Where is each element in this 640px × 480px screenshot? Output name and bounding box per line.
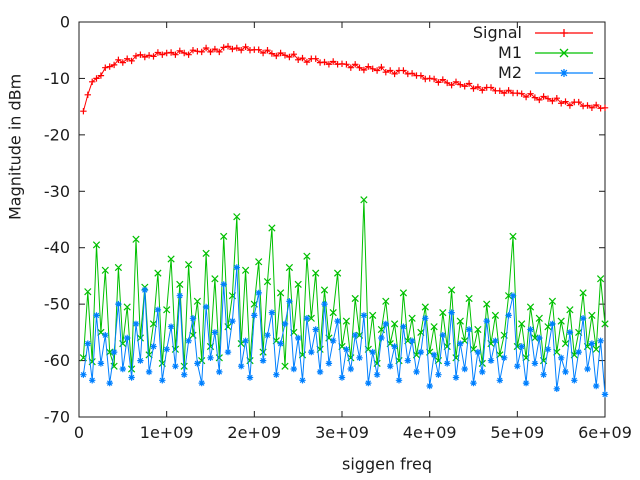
x-tick-label: 0 xyxy=(74,423,84,442)
series-signal xyxy=(80,43,609,115)
series-markers xyxy=(80,264,609,398)
legend-label-m2: M2 xyxy=(498,63,522,82)
x-tick-label: 3e+09 xyxy=(315,423,369,442)
legend-item-signal: Signal xyxy=(452,23,594,43)
x-axis: 0 1e+09 2e+09 3e+09 4e+09 5e+09 6e+09 xyxy=(74,22,632,442)
cross-marker-icon xyxy=(559,48,569,58)
y-tick-label: 0 xyxy=(60,13,70,32)
y-tick-label: -10 xyxy=(44,69,70,88)
y-tick-label: -30 xyxy=(44,182,70,201)
x-tick-label: 1e+09 xyxy=(140,423,194,442)
x-tick-label: 5e+09 xyxy=(490,423,544,442)
legend-label-signal: Signal xyxy=(472,23,522,42)
asterisk-marker-icon xyxy=(560,69,568,77)
x-tick-label: 2e+09 xyxy=(227,423,281,442)
series-markers xyxy=(79,196,609,373)
series-line xyxy=(82,267,606,395)
legend: Signal M1 M2 xyxy=(452,23,594,83)
legend-item-m1: M1 xyxy=(452,43,594,63)
y-tick-label: -40 xyxy=(44,238,70,257)
y-tick-label: -50 xyxy=(44,295,70,314)
series-m2 xyxy=(80,264,609,398)
series-line xyxy=(82,199,606,370)
y-axis: 0 -10 -20 -30 -40 -50 -60 -70 xyxy=(44,13,605,427)
series-m1 xyxy=(79,196,609,373)
y-tick-label: -60 xyxy=(44,351,70,370)
legend-sample-m1 xyxy=(535,48,593,58)
legend-item-m2: M2 xyxy=(452,63,594,83)
series-markers xyxy=(80,43,609,115)
legend-label-m1: M1 xyxy=(498,43,522,62)
legend-sample-signal xyxy=(535,29,593,37)
y-tick-label: -20 xyxy=(44,125,70,144)
y-tick-label: -70 xyxy=(44,408,70,427)
plus-marker-icon xyxy=(560,29,568,37)
x-tick-label: 6e+09 xyxy=(578,423,632,442)
x-tick-label: 4e+09 xyxy=(403,423,457,442)
legend-sample-m2 xyxy=(535,69,593,77)
